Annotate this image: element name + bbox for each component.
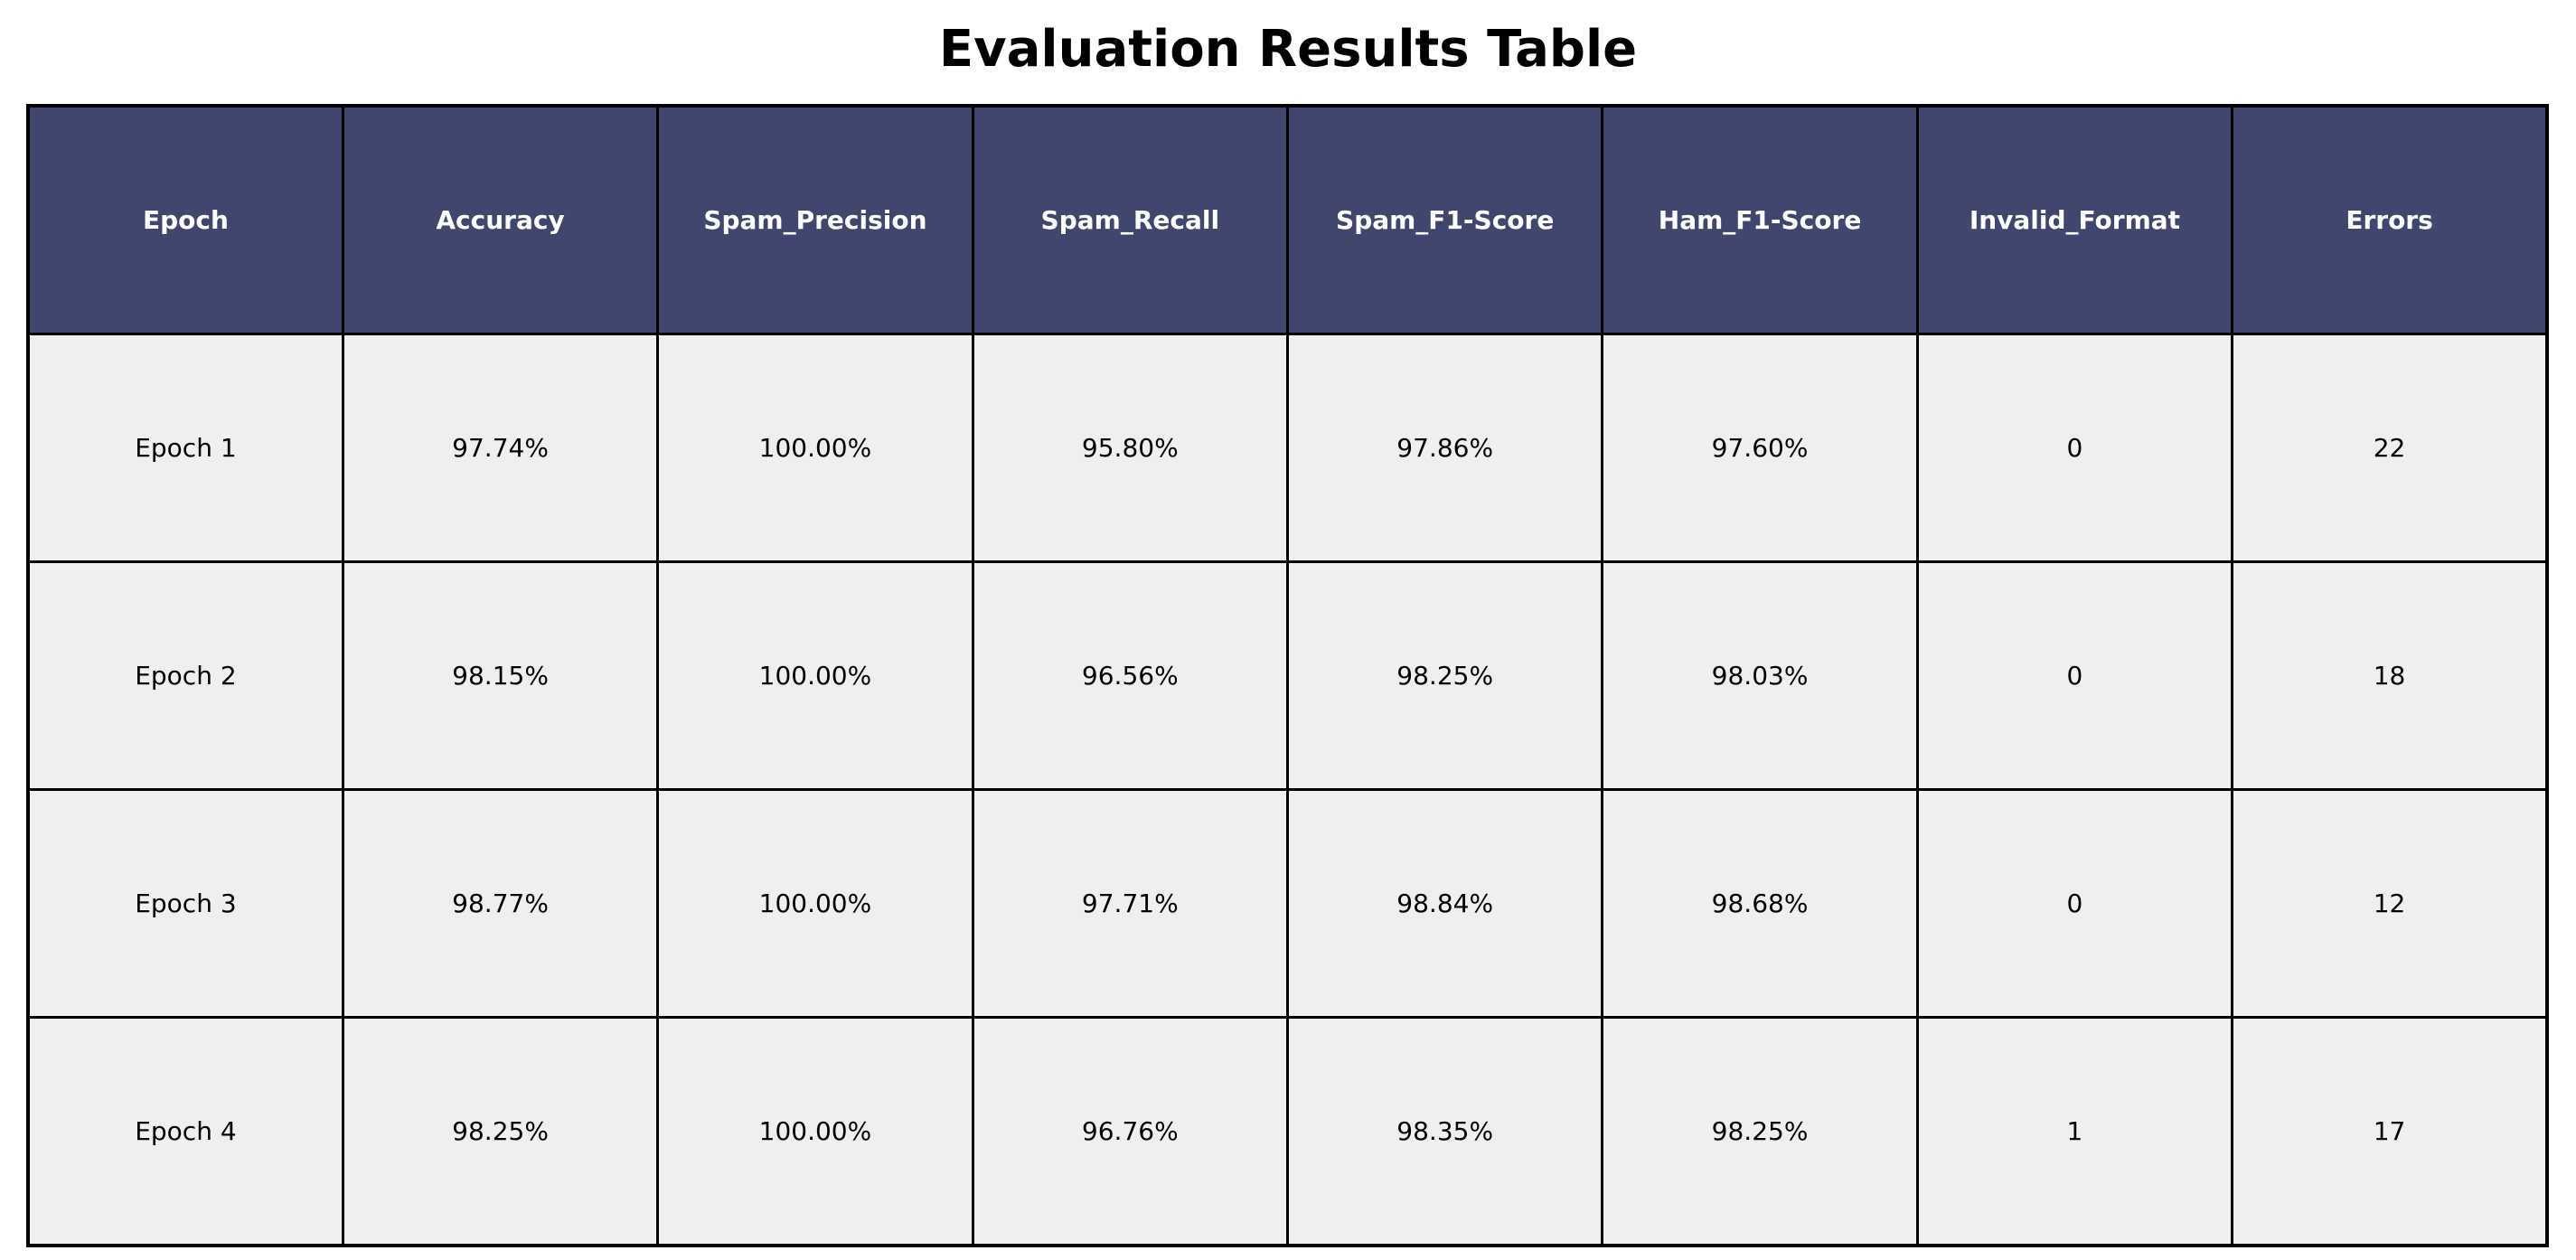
table-cell: 96.76% [971,1016,1290,1247]
table-cell: 97.71% [971,788,1290,1019]
table-cell: 97.86% [1285,333,1604,563]
table-cell: 1 [1915,1016,2234,1247]
table-cell: 100.00% [656,333,974,563]
results-table: Epoch Accuracy Spam_Precision Spam_Recall Sp… [26,104,2549,1247]
table-cell: 98.77% [341,788,660,1019]
header-row: Epoch Accuracy Spam_Precision Spam_Recall Sp… [26,104,2549,335]
table-cell: 98.68% [1601,788,1919,1019]
column-header-5: Ham_F1-Score [1601,104,1919,335]
table-title: Evaluation Results Table [938,20,1638,79]
table-cell: 98.15% [341,560,660,791]
table-cell: 96.56% [971,560,1290,791]
column-header-2: Spam_Precision [656,104,974,335]
column-header-1: Accuracy [341,104,660,335]
column-header-6: Invalid_Format [1915,104,2234,335]
table-cell: 100.00% [656,1016,974,1247]
table-cell: 100.00% [656,560,974,791]
column-header-3: Spam_Recall [971,104,1290,335]
column-header-0: Epoch [26,104,344,335]
table-cell: 98.03% [1601,560,1919,791]
table-cell: 98.35% [1285,1016,1604,1247]
table-cell: 22 [2231,333,2549,563]
table-cell: Epoch 3 [26,788,344,1019]
table-cell: 12 [2231,788,2549,1019]
table-cell: 18 [2231,560,2549,791]
column-header-4: Spam_F1-Score [1285,104,1604,335]
column-header-7: Errors [2231,104,2549,335]
table-cell: 17 [2231,1016,2549,1247]
table-body: Epoch 1 97.74% 100.00% 95.80% 97.86% 97.60% 0 2… [26,333,2549,1247]
table-cell: 0 [1915,788,2234,1019]
table-cell: 98.25% [1601,1016,1919,1247]
table-cell: 95.80% [971,333,1290,563]
table-row: Epoch 2 98.15% 100.00% 96.56% 98.25% 98.03% 0 1… [26,560,2549,791]
table-cell: 100.00% [656,788,974,1019]
table-row: Epoch 1 97.74% 100.00% 95.80% 97.86% 97.60% 0 2… [26,333,2549,563]
table-row: Epoch 4 98.25% 100.00% 96.76% 98.35% 98.25% 1 1… [26,1016,2549,1247]
table-cell: 98.84% [1285,788,1604,1019]
table-cell: 98.25% [341,1016,660,1247]
table-cell: 98.25% [1285,560,1604,791]
table-cell: 0 [1915,333,2234,563]
table-cell: Epoch 4 [26,1016,344,1247]
table-cell: 97.60% [1601,333,1919,563]
table-row: Epoch 3 98.77% 100.00% 97.71% 98.84% 98.68% 0 1… [26,788,2549,1019]
table-cell: Epoch 2 [26,560,344,791]
table-cell: Epoch 1 [26,333,344,563]
table-cell: 0 [1915,560,2234,791]
table-cell: 97.74% [341,333,660,563]
